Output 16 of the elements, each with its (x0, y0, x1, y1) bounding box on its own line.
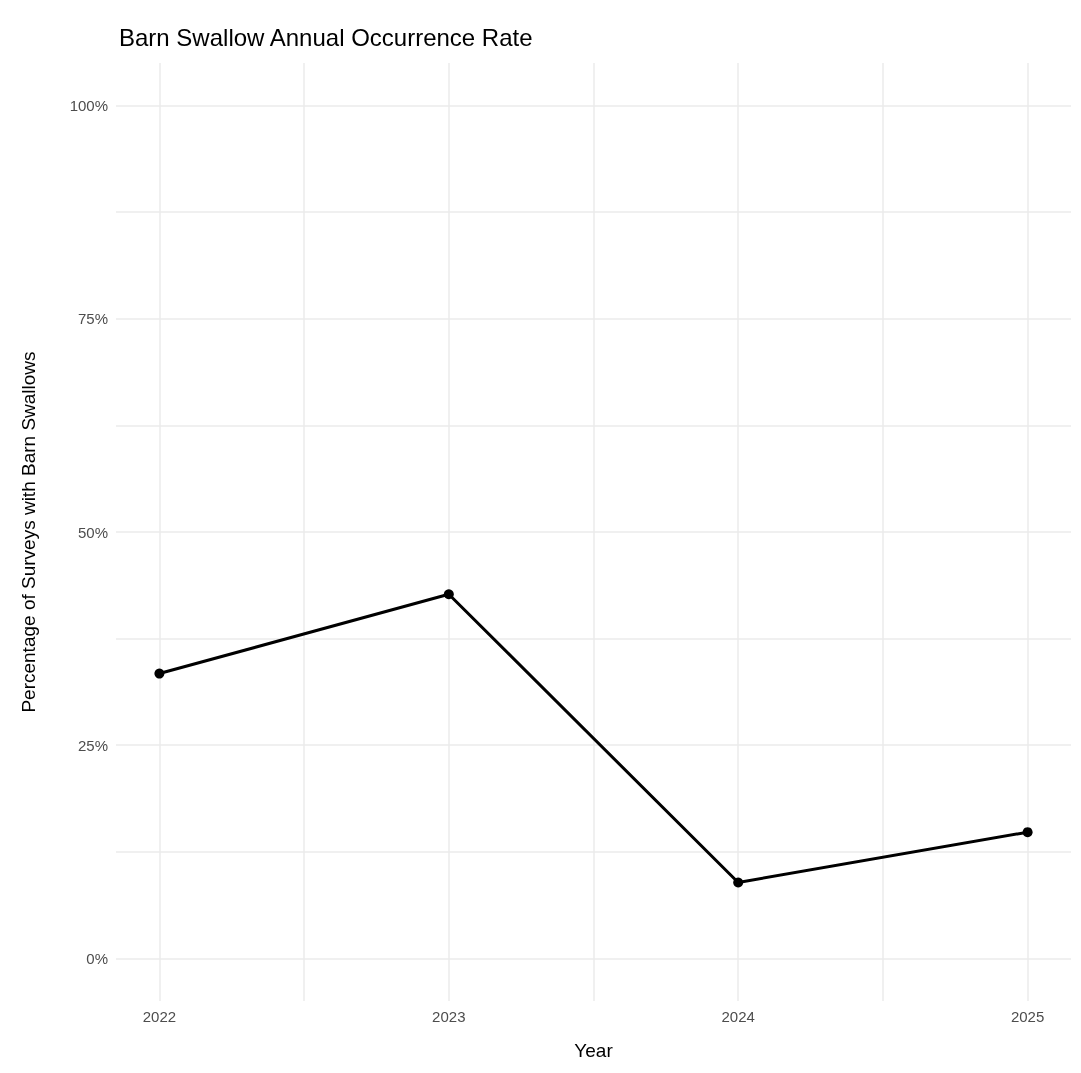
y-tick-label: 100% (69, 97, 108, 115)
point (733, 877, 744, 888)
y-tick-label: 25% (77, 736, 108, 754)
point (1022, 827, 1033, 838)
y-axis-title: Percentage of Surveys with Barn Swallows (18, 351, 39, 713)
x-tick-label: 2022 (142, 1008, 177, 1025)
x-tick-label: 2025 (1010, 1008, 1045, 1025)
x-tick-label: 2024 (721, 1008, 755, 1025)
y-tick-label: 50% (77, 523, 108, 541)
point (443, 589, 454, 600)
point (154, 668, 165, 679)
y-tick-label: 75% (77, 310, 108, 328)
x-tick-label: 2023 (432, 1008, 466, 1025)
y-tick-label: 0% (86, 949, 108, 967)
x-axis-title: Year (574, 1040, 614, 1061)
chart-title: Barn Swallow Annual Occurrence Rate (119, 23, 533, 51)
